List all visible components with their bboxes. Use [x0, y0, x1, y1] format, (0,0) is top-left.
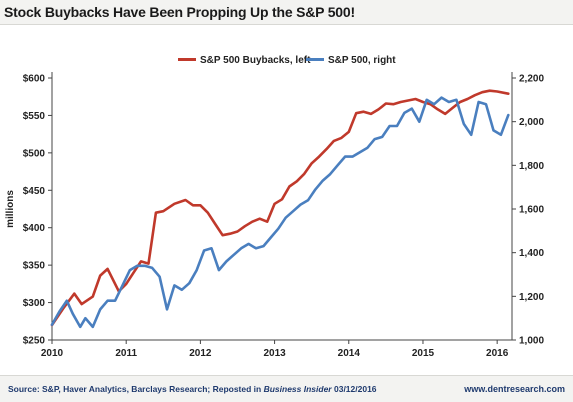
- x-tick-label: 2015: [412, 348, 435, 359]
- left-tick-label: $250: [23, 336, 46, 347]
- sp500-series-line: [50, 96, 510, 329]
- left-tick-label: $500: [23, 148, 46, 159]
- right-tick-label: 2,200: [519, 74, 544, 85]
- x-tick-label: 2013: [263, 348, 286, 359]
- source-publication: Business Insider: [263, 384, 332, 394]
- source-date: 03/12/2016: [331, 384, 377, 394]
- x-tick-label: 2012: [189, 348, 212, 359]
- left-tick-label: $450: [23, 186, 46, 197]
- x-tick-label: 2011: [115, 348, 137, 359]
- right-tick-label: 1,600: [519, 205, 544, 216]
- y-axis-title: millions: [5, 190, 16, 228]
- legend-label-sp500: S&P 500, right: [328, 55, 396, 66]
- left-tick-label: $550: [23, 111, 46, 122]
- x-tick-label: 2014: [338, 348, 361, 359]
- source-prefix: Source: S&P, Haver Analytics, Barclays R…: [8, 384, 264, 394]
- right-tick-label: 1,200: [519, 292, 544, 303]
- left-tick-label: $350: [23, 261, 46, 272]
- left-tick-label: $600: [23, 74, 46, 85]
- source-note: Source: S&P, Haver Analytics, Barclays R…: [8, 384, 377, 394]
- chart-svg: $250 $300 $350 $400 $450 $500 $550 $600 1,000 1,2…: [5, 55, 544, 359]
- chart-area: $250 $300 $350 $400 $450 $500 $550 $600 1,000 1,2…: [0, 24, 573, 376]
- legend-label-buybacks: S&P 500 Buybacks, left: [200, 55, 311, 66]
- right-tick-label: 1,000: [519, 336, 544, 347]
- right-tick-label: 2,000: [519, 117, 544, 128]
- x-tick-label: 2016: [486, 348, 509, 359]
- x-tick-label: 2010: [41, 348, 64, 359]
- left-tick-label: $300: [23, 298, 46, 309]
- page-title: Stock Buybacks Have Been Propping Up the…: [4, 4, 355, 20]
- right-tick-label: 1,400: [519, 248, 544, 259]
- right-tick-label: 1,800: [519, 161, 544, 172]
- left-tick-label: $400: [23, 223, 46, 234]
- website-link[interactable]: www.dentresearch.com: [464, 384, 565, 394]
